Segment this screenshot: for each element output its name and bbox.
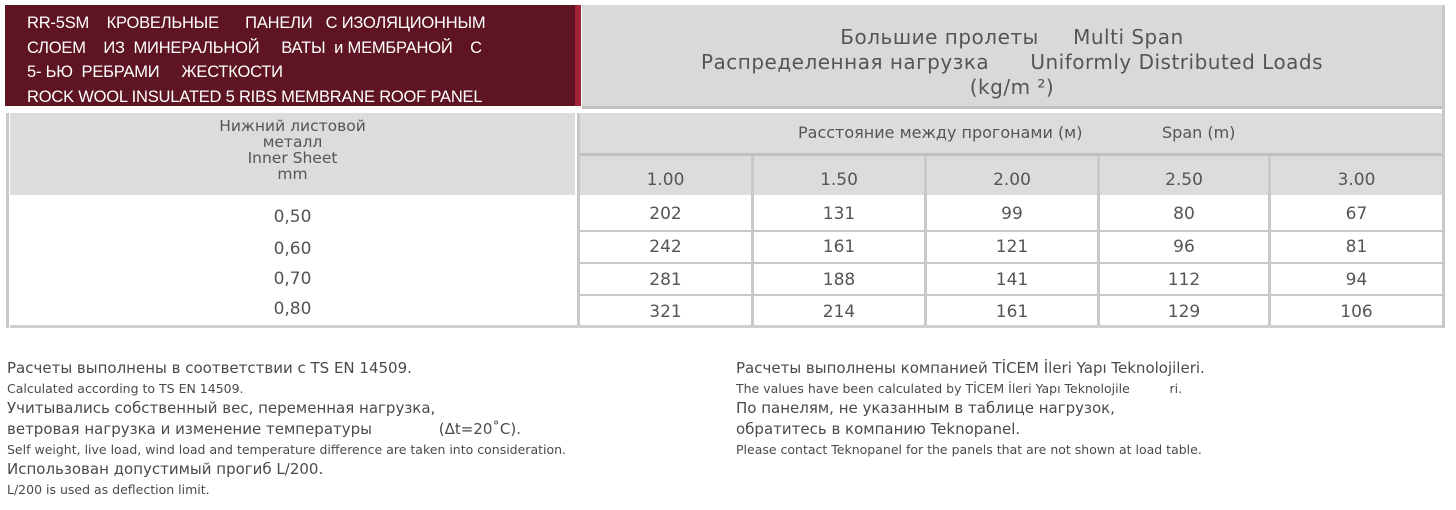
- span-3: 2.00: [927, 156, 1097, 195]
- row-divider: [580, 262, 1442, 264]
- title-line: RR-5SM КРОВЕЛЬНЫЕ ПАНЕЛИ С ИЗОЛЯЦИОННЫМ: [27, 14, 486, 32]
- inner-sheet-header-line: металл: [262, 133, 323, 151]
- title-line: СЛОЕМ ИЗ МИНЕРАЛЬНОЙ ВАТЫ и МЕМБРАНОЙ С: [27, 38, 482, 57]
- load-cell: 321: [649, 302, 682, 322]
- title-accent-bar: [575, 5, 581, 106]
- load-cell: 99: [1001, 204, 1023, 224]
- load-cell: 281: [649, 270, 682, 290]
- note-line: Calculated according to TS EN 14509.: [7, 381, 244, 396]
- span-header-divider: [580, 153, 1442, 156]
- load-cell: 129: [1167, 302, 1201, 322]
- header-line-2: Распределенная нагрузка Uniformly Distri…: [700, 50, 1324, 74]
- load-cell: 141: [995, 270, 1029, 290]
- note-line: ветровая нагрузка и изменение температур…: [7, 420, 521, 438]
- load-cell: 131: [822, 204, 856, 224]
- column-separator: [751, 156, 754, 328]
- inner-sheet-header: Нижний листовой металл Inner Sheet mm: [10, 113, 575, 195]
- thickness-value: 0,80: [273, 299, 312, 319]
- load-cell: 161: [822, 237, 856, 257]
- note-line: L/200 is used as deflection limit.: [7, 482, 210, 497]
- title-line: 5- ЬЮ РЕБРАМИ ЖЕСТКОСТИ: [27, 63, 283, 81]
- column-separator: [1268, 156, 1271, 328]
- note-line: Please contact Teknopanel for the panels…: [736, 442, 1202, 457]
- load-cell: 214: [822, 302, 856, 322]
- load-cell: 81: [1345, 237, 1368, 257]
- load-cell: 80: [1173, 204, 1195, 224]
- row-divider: [580, 230, 1442, 232]
- left-border: [6, 113, 9, 328]
- load-cell: 67: [1345, 204, 1368, 224]
- column-separator: [1097, 156, 1100, 328]
- notes-left: Расчеты выполнены в соответствии с TS EN…: [7, 358, 566, 499]
- note-line: The values have been calculated by TİCEM…: [736, 381, 1183, 396]
- span-label-en: Span (m): [1162, 123, 1236, 142]
- thickness-value: 0,70: [273, 269, 312, 289]
- note-line: Расчеты выполнены в соответствии с TS EN…: [7, 359, 412, 377]
- note-line: По панелям, не указанным в таблице нагру…: [736, 399, 1115, 417]
- right-border: [1442, 5, 1445, 328]
- thickness-value: 0,60: [273, 239, 312, 259]
- notes-right: Расчеты выполнены компанией TİCEM İleri …: [736, 358, 1205, 459]
- load-cell: 242: [649, 237, 682, 257]
- load-cell: 188: [822, 270, 856, 290]
- product-title: RR-5SM КРОВЕЛЬНЫЕ ПАНЕЛИ С ИЗОЛЯЦИОННЫМ …: [5, 5, 580, 106]
- column-separator: [577, 113, 580, 328]
- load-cell: 161: [995, 302, 1029, 322]
- inner-sheet-header-line: Inner Sheet: [247, 149, 338, 167]
- note-line: Self weight, live load, wind load and te…: [7, 442, 567, 457]
- load-cell: 96: [1173, 237, 1195, 257]
- load-cell: 94: [1345, 270, 1368, 290]
- inner-sheet-header-line: mm: [277, 165, 308, 183]
- load-cell: 202: [649, 204, 682, 224]
- row-divider: [580, 294, 1442, 296]
- span-1: 1.00: [580, 156, 751, 195]
- header-divider: [582, 106, 1442, 109]
- thickness-value: 0,50: [273, 207, 312, 227]
- inner-sheet-header-line: Нижний листовой: [219, 117, 366, 135]
- table-bottom-border: [10, 325, 1442, 328]
- note-line: обратитесь в компанию Teknopanel.: [736, 420, 1021, 438]
- span-5: 3.00: [1271, 156, 1442, 195]
- note-line: Использован допустимый прогиб L/200.: [7, 460, 324, 478]
- span-4: 2.50: [1100, 156, 1268, 195]
- note-line: Учитывались собственный вес, переменная …: [7, 399, 436, 417]
- note-line: Расчеты выполнены компанией TİCEM İleri …: [736, 359, 1205, 377]
- header-unit: (kg/m ²): [969, 75, 1055, 99]
- span-header: Расстояние между прогонами (м) Span (m): [580, 113, 1442, 153]
- load-cell: 112: [1167, 270, 1201, 290]
- header-line-1: Большие пролеты Multi Span: [840, 25, 1184, 49]
- load-cell: 121: [995, 237, 1029, 257]
- span-label-ru: Расстояние между прогонами (м): [798, 123, 1083, 142]
- column-separator: [924, 156, 927, 328]
- span-2: 1.50: [754, 156, 924, 195]
- load-table-header: Большие пролеты Multi Span Распределенна…: [582, 5, 1442, 106]
- title-line: ROCK WOOL INSULATED 5 RIBS MEMBRANE ROOF…: [27, 87, 483, 106]
- load-cell: 106: [1340, 302, 1373, 322]
